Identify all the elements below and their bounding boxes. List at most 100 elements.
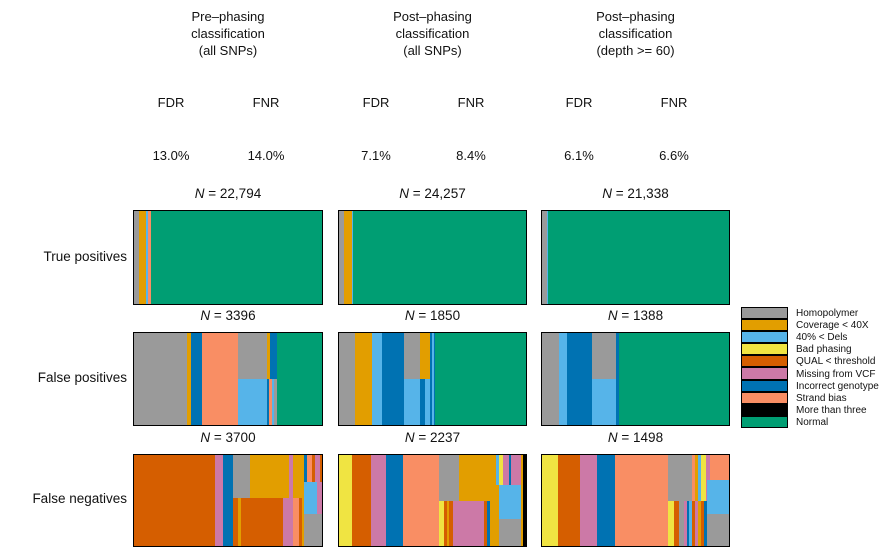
mosaic-bar-false-negatives-post-depth xyxy=(541,454,730,547)
n-symbol: N xyxy=(200,430,211,445)
segment-incorrect_genotype xyxy=(703,500,708,546)
n-label-fp-1: N = 3396 xyxy=(133,308,323,326)
segment-coverage xyxy=(489,500,497,546)
segment-homopolymer xyxy=(679,500,685,546)
header-line: Post–phasing xyxy=(596,9,675,24)
segment-missing_vcf xyxy=(684,500,687,546)
row-label-false-negatives: False negatives xyxy=(32,491,127,506)
segment-qual xyxy=(557,455,581,546)
segment-missing_vcf xyxy=(317,482,322,515)
segment-incorrect_genotype xyxy=(270,333,277,379)
segment-dels xyxy=(498,485,521,519)
segment-strand_bias xyxy=(402,455,440,546)
segment-coverage xyxy=(187,333,191,425)
segment-normal xyxy=(618,333,729,425)
segment-homopolymer xyxy=(134,333,188,425)
segment-normal xyxy=(353,211,526,304)
segment-bad_phasing xyxy=(667,500,675,546)
segment-dels xyxy=(403,378,421,425)
row-label-false-positives: False positives xyxy=(37,370,127,385)
segment-incorrect_genotype xyxy=(487,500,490,546)
legend-item-dels: 40% < Dels xyxy=(741,330,879,344)
segment-coverage xyxy=(496,485,499,546)
mosaic-bar-true-positives-pre xyxy=(133,210,323,305)
n-value: = 1388 xyxy=(617,308,664,323)
n-label-tp-3: N = 21,338 xyxy=(541,186,730,204)
n-label-fp-2: N = 1850 xyxy=(338,308,527,326)
segment-normal xyxy=(547,211,729,304)
n-label-tp-2: N = 24,257 xyxy=(338,186,527,204)
segment-dels xyxy=(688,500,693,546)
segment-incorrect_genotype xyxy=(567,333,592,425)
segment-bad_phasing xyxy=(339,455,353,546)
segment-strand_bias xyxy=(292,497,300,546)
segment-qual xyxy=(700,500,704,546)
segment-homopolymer xyxy=(403,333,421,379)
segment-incorrect_genotype xyxy=(508,455,512,486)
segment-missing_vcf xyxy=(289,455,293,546)
segment-missing_vcf xyxy=(453,500,485,546)
n-label-fn-1: N = 3700 xyxy=(133,430,323,448)
n-value: = 1498 xyxy=(617,430,664,445)
segment-homopolymer xyxy=(667,455,693,501)
legend-item-missing_vcf: Missing from VCF xyxy=(741,367,879,380)
segment-coverage xyxy=(292,455,305,498)
segment-more_than_three xyxy=(523,455,526,546)
segment-qual xyxy=(249,497,283,546)
segment-missing_vcf xyxy=(215,455,224,546)
mosaic-bar-false-positives-post xyxy=(338,332,527,426)
segment-qual xyxy=(692,500,696,546)
segment-incorrect_genotype xyxy=(430,333,432,425)
segment-dels xyxy=(351,211,354,304)
segment-homopolymer xyxy=(233,455,250,498)
n-value: = 1850 xyxy=(414,308,461,323)
header-line: classification xyxy=(598,26,673,41)
segment-homopolymer xyxy=(542,333,559,425)
mosaic-bar-false-negatives-pre xyxy=(133,454,323,547)
segment-missing_vcf xyxy=(705,455,711,501)
segment-homopolymer xyxy=(273,378,278,425)
segment-incorrect_genotype xyxy=(616,333,619,425)
segment-dels xyxy=(431,333,434,425)
segment-missing_vcf xyxy=(502,455,509,486)
segment-missing_vcf xyxy=(511,455,521,486)
segment-bad_phasing xyxy=(498,455,503,486)
n-label-tp-1: N = 22,794 xyxy=(133,186,323,204)
segment-incorrect_genotype xyxy=(686,500,689,546)
n-symbol: N xyxy=(607,430,618,445)
legend-label: Normal xyxy=(796,417,829,429)
segment-dels xyxy=(146,211,148,304)
n-symbol: N xyxy=(602,186,613,201)
fdr-value-col1: 13.0% xyxy=(152,148,190,163)
segment-incorrect_genotype xyxy=(223,455,234,546)
column-header-post-phasing: Post–phasing classification (all SNPs) xyxy=(338,8,527,59)
segment-homopolymer xyxy=(304,514,322,546)
segment-strand_bias xyxy=(306,455,313,483)
legend-label: Incorrect genotype xyxy=(796,380,879,392)
segment-strand_bias xyxy=(269,378,272,425)
n-label-fn-2: N = 2237 xyxy=(338,430,527,448)
segment-dels xyxy=(697,455,701,501)
header-line: Pre–phasing xyxy=(191,9,265,24)
segment-qual xyxy=(352,455,371,546)
fdr-label-col2: FDR xyxy=(362,95,390,110)
legend-label: Coverage < 40X xyxy=(796,319,869,331)
header-line: classification xyxy=(191,26,265,41)
header-line: classification xyxy=(395,26,470,41)
segment-dels xyxy=(237,378,267,425)
mosaic-bar-true-positives-post xyxy=(338,210,527,305)
segment-missing_vcf xyxy=(315,455,320,483)
segment-homopolymer xyxy=(498,518,521,546)
segment-homopolymer xyxy=(237,333,267,379)
legend-item-qual: QUAL < threshold xyxy=(741,355,879,368)
n-symbol: N xyxy=(399,186,410,201)
segment-dels xyxy=(304,482,318,515)
segment-coverage xyxy=(695,455,698,501)
segment-coverage xyxy=(249,455,290,498)
segment-coverage xyxy=(459,455,497,501)
segment-qual xyxy=(674,500,680,546)
n-value: = 24,257 xyxy=(409,186,466,201)
header-line: (depth >= 60) xyxy=(596,43,675,58)
fdr-value-col2: 7.1% xyxy=(361,148,391,163)
segment-incorrect_genotype xyxy=(420,378,426,425)
